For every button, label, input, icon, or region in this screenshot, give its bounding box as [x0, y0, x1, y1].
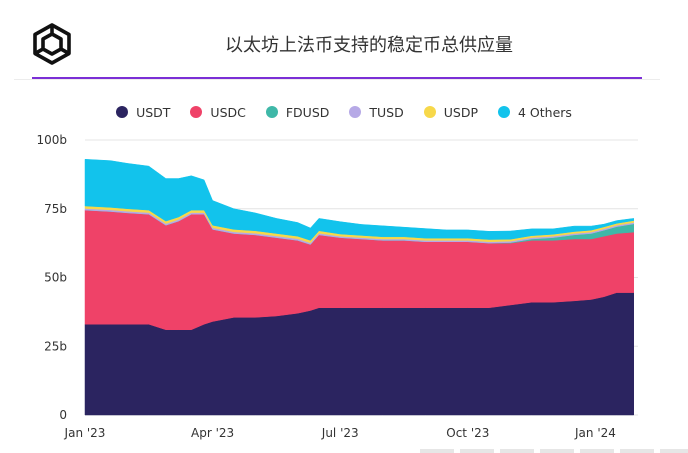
header-divider — [32, 77, 642, 79]
legend-label: USDC — [210, 104, 246, 120]
y-tick-label: 25b — [44, 339, 67, 353]
legend-item-fdusd[interactable]: FDUSD — [265, 104, 330, 120]
legend-label: TUSD — [369, 104, 404, 120]
legend-swatch — [116, 106, 129, 118]
legend-item-4-others[interactable]: 4 Others — [498, 105, 572, 120]
x-tick-label: Jul '23 — [321, 426, 359, 440]
stacked-area-chart: 0 25b 50b 75b 100b Jan '23 Apr '23 Jul '23 Oct '… — [36, 133, 638, 440]
legend-item-tusd[interactable]: TUSD — [349, 104, 404, 120]
y-tick-label: 100b — [36, 133, 67, 147]
chart-legend: USDT USDC FDUSD TUSD USDP 4 Others — [0, 102, 688, 122]
legend-item-usdt[interactable]: USDT — [116, 105, 170, 120]
y-tick-label: 0 — [59, 408, 67, 422]
legend-swatch — [498, 106, 510, 118]
y-tick-label: 75b — [44, 202, 67, 216]
header-divider-faint — [14, 79, 660, 80]
header: 以太坊上法币支持的稳定币总供应量 — [0, 0, 688, 80]
legend-label: USDT — [136, 104, 171, 120]
x-tick-label: Jan '23 — [64, 426, 106, 440]
legend-item-usdp[interactable]: USDP — [423, 104, 478, 120]
footer-strip — [420, 449, 688, 453]
area-4-others — [84, 158, 634, 241]
y-tick-label: 50b — [44, 271, 67, 285]
legend-item-usdc[interactable]: USDC — [190, 104, 246, 120]
x-tick-label: Apr '23 — [191, 426, 234, 440]
legend-swatch — [265, 106, 278, 118]
x-tick-label: Jan '24 — [574, 426, 616, 440]
legend-label: FDUSD — [285, 104, 330, 120]
legend-swatch — [423, 106, 436, 118]
legend-label: USDP — [443, 104, 478, 120]
legend-swatch — [190, 106, 203, 118]
legend-label: 4 Others — [518, 104, 572, 120]
x-tick-label: Oct '23 — [446, 426, 489, 440]
logo-cube-icon — [33, 23, 71, 65]
legend-swatch — [349, 106, 362, 118]
page-title: 以太坊上法币支持的稳定币总供应量 — [225, 35, 513, 56]
